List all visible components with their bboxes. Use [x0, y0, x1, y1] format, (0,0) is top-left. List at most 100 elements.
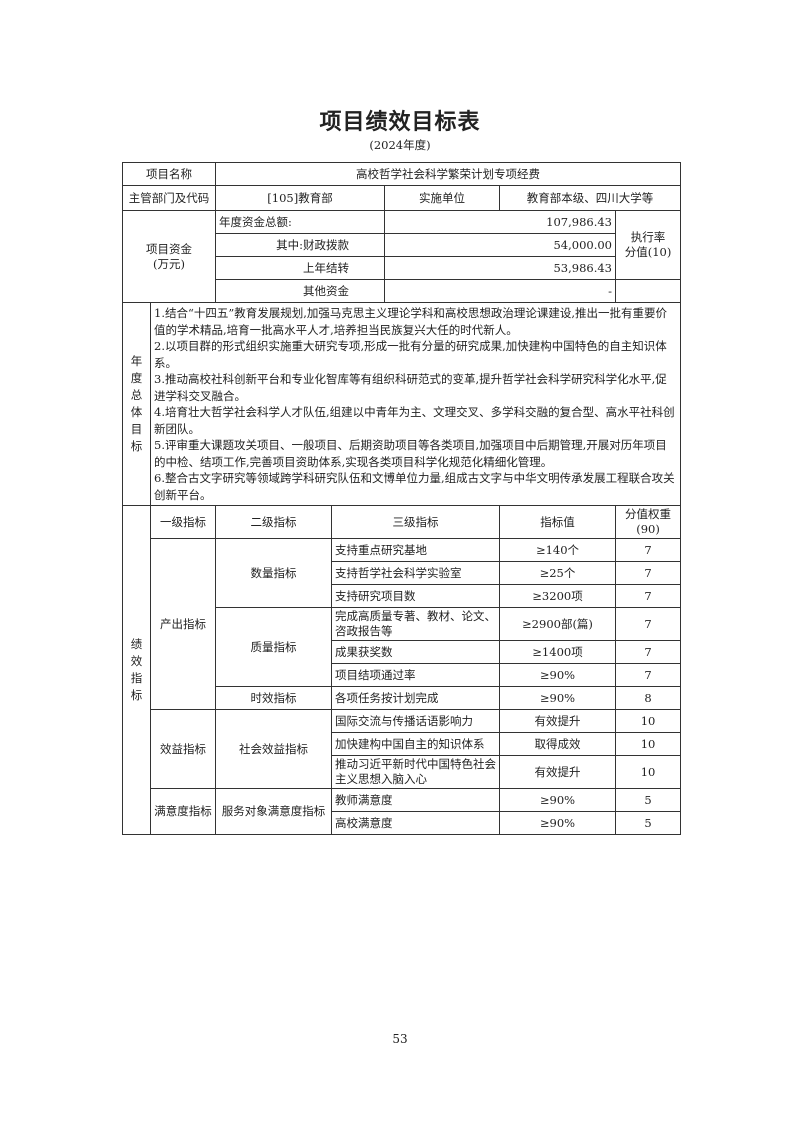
goal-item: 4.培育壮大哲学社会科学人才队伍,组建以中青年为主、文理交叉、多学科交融的复合型…	[154, 405, 675, 436]
page-subtitle: (2024年度)	[369, 138, 431, 152]
indicator-name: 支持哲学社会科学实验室	[331, 561, 500, 585]
indicator-name: 完成高质量专著、教材、论文、咨政报告等	[331, 607, 500, 641]
indicator-value: ≥140个	[499, 538, 616, 562]
indicator-weight: 10	[614, 732, 682, 756]
indicator-weight: 10	[614, 709, 682, 733]
project-name-value: 高校哲学社会科学繁荣计划专项经费	[214, 162, 682, 186]
fund-value: 107,986.43	[384, 210, 616, 234]
rate-line2: 分值(10)	[624, 245, 672, 259]
indicator-value: ≥3200项	[499, 584, 616, 608]
indicator-row: 支持哲学社会科学实验室 ≥25个 7	[123, 561, 682, 585]
indicator-name: 各项任务按计划完成	[331, 686, 500, 710]
indicator-name: 国际交流与传播话语影响力	[331, 709, 500, 733]
indicators-label-char: 标	[130, 688, 143, 702]
indicator-weight: 7	[614, 538, 682, 562]
fund-label: 上年结转	[215, 256, 385, 280]
fund-label: 年度资金总额:	[215, 210, 385, 234]
indicator-name: 成果获奖数	[331, 640, 500, 664]
indicator-row: 质量指标 完成高质量专著、教材、论文、咨政报告等 ≥2900部(篇) 7	[123, 607, 682, 687]
goals-label-char: 年	[130, 354, 143, 368]
goal-item: 6.整合古文字研究等领域跨学科研究队伍和文博单位力量,组成古文字与中华文明传承发…	[154, 471, 675, 502]
indicators-label-char: 效	[130, 654, 143, 668]
indicator-name: 加快建构中国自主的知识体系	[331, 732, 500, 756]
indicator-weight: 7	[614, 561, 682, 585]
level2-cell: 质量指标	[215, 607, 332, 687]
indicator-weight: 8	[614, 686, 682, 710]
funds-row: 其他资金 -	[123, 279, 682, 303]
indicator-row: 成果获奖数 ≥1400项 7	[123, 640, 682, 664]
header-value: 指标值	[499, 505, 616, 539]
indicator-row: 项目结项通过率 ≥90% 7	[123, 663, 682, 687]
funds-row: 其中:财政拨款 54,000.00	[123, 233, 681, 257]
goal-item: 3.推动高校社科创新平台和专业化智库等有组织科研范式的变革,提升哲学社会科学研究…	[154, 372, 667, 403]
goals-text: 1.结合“十四五”教育发展规划,加强马克思主义理论学科和高校思想政治理论课建设,…	[149, 302, 682, 506]
weight-line1: 分值权重	[625, 507, 672, 521]
indicator-value: ≥90%	[499, 788, 616, 812]
level1-cell: 效益指标	[150, 709, 216, 789]
fund-value: 54,000.00	[384, 233, 616, 257]
goals-row: 年 度 总 体 目 标 1.结合“十四五”教育发展规划,加强马克思主义理论学科和…	[122, 302, 682, 506]
fund-value: -	[384, 279, 616, 303]
indicator-weight: 7	[614, 663, 682, 687]
goals-label-char: 度	[130, 371, 143, 385]
indicators-label-char: 绩	[130, 637, 143, 651]
indicator-header-row: 绩 效 指 标 一级指标 二级指标 三级指标 指标值 分值权重 (90)	[122, 505, 682, 835]
funds-row: 项目资金 (万元) 年度资金总额: 107,986.43 执行率 分值(10)	[122, 210, 682, 303]
indicator-weight: 10	[614, 755, 682, 789]
indicator-name: 支持重点研究基地	[331, 538, 500, 562]
funds-label-line2: (万元)	[153, 256, 185, 271]
performance-goal-table: 项目名称 高校哲学社会科学繁荣计划专项经费 主管部门及代码 [105]教育部 实…	[122, 162, 682, 835]
level1-cell: 满意度指标	[150, 788, 216, 835]
indicators-label: 绩 效 指 标	[122, 505, 151, 835]
indicator-row: 产出指标 数量指标 支持重点研究基地 ≥140个 7	[123, 538, 682, 710]
goals-label-char: 目	[130, 422, 143, 436]
indicator-name: 推动习近平新时代中国特色社会主义思想入脑入心	[331, 755, 500, 789]
indicator-weight: 5	[614, 811, 682, 835]
execution-rate-label: 执行率 分值(10)	[614, 210, 682, 280]
fund-label: 其他资金	[215, 279, 385, 303]
dept-row: 主管部门及代码 [105]教育部 实施单位 教育部本级、四川大学等	[122, 185, 682, 211]
indicator-row: 效益指标 社会效益指标 国际交流与传播话语影响力 有效提升 10	[123, 709, 682, 789]
page-title: 项目绩效目标表	[319, 110, 481, 135]
dept-value: [105]教育部	[215, 185, 385, 211]
indicator-row: 支持研究项目数 ≥3200项 7	[123, 584, 682, 608]
indicator-name: 支持研究项目数	[331, 584, 500, 608]
level1-cell: 产出指标	[150, 538, 216, 710]
indicator-value: ≥90%	[499, 811, 616, 835]
indicator-value: ≥25个	[499, 561, 616, 585]
header-weight: 分值权重 (90)	[614, 505, 682, 539]
indicator-row: 时效指标 各项任务按计划完成 ≥90% 8	[123, 686, 682, 710]
weight-line2: (90)	[636, 522, 660, 536]
impl-value: 教育部本级、四川大学等	[498, 185, 682, 211]
header-level1: 一级指标	[150, 505, 216, 539]
impl-label: 实施单位	[384, 185, 500, 211]
indicator-row: 加快建构中国自主的知识体系 取得成效 10	[123, 732, 682, 756]
indicator-weight: 7	[614, 607, 682, 641]
level2-cell: 服务对象满意度指标	[215, 788, 332, 835]
indicator-name: 项目结项通过率	[331, 663, 500, 687]
level2-cell: 数量指标	[215, 538, 332, 608]
level2-cell: 时效指标	[215, 686, 332, 710]
goals-label-char: 总	[130, 388, 143, 402]
page-number: 53	[392, 1032, 408, 1046]
indicator-value: 取得成效	[499, 732, 616, 756]
fund-value: 53,986.43	[384, 256, 616, 280]
indicator-name: 高校满意度	[331, 811, 500, 835]
fund-label: 其中:财政拨款	[215, 233, 385, 257]
indicator-value: ≥90%	[499, 663, 616, 687]
goals-label: 年 度 总 体 目 标	[122, 302, 151, 506]
indicator-weight: 5	[614, 788, 682, 812]
indicator-name: 教师满意度	[331, 788, 500, 812]
project-name-row: 项目名称 高校哲学社会科学繁荣计划专项经费	[122, 162, 682, 186]
empty-cell	[614, 279, 682, 303]
indicator-value: ≥2900部(篇)	[499, 607, 616, 641]
goal-item: 1.结合“十四五”教育发展规划,加强马克思主义理论学科和高校思想政治理论课建设,…	[154, 306, 668, 337]
header-level3: 三级指标	[331, 505, 500, 539]
goals-label-char: 体	[130, 405, 143, 419]
goals-label-char: 标	[130, 439, 143, 453]
indicator-weight: 7	[614, 584, 682, 608]
goal-item: 2.以项目群的形式组织实施重大研究专项,形成一批有分量的研究成果,加快建构中国特…	[154, 339, 667, 370]
rate-line1: 执行率	[630, 230, 666, 244]
header-level2: 二级指标	[215, 505, 332, 539]
indicator-row: 满意度指标 服务对象满意度指标 教师满意度 ≥90% 5	[123, 788, 682, 835]
